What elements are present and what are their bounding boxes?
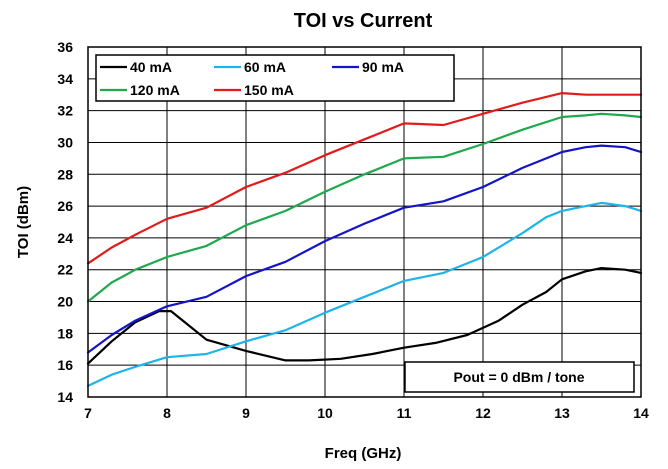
series-line-60-ma xyxy=(86,201,643,387)
legend-label-150-ma: 150 mA xyxy=(244,82,294,98)
legend: 40 mA 60 mA 90 mA 120 mA 150 mA xyxy=(95,54,455,102)
legend-label-120-ma: 120 mA xyxy=(130,82,180,98)
series-lines xyxy=(86,91,643,387)
tick-labels: 7 8 9 10 11 12 13 14 14 16 18 20 22 24 26 28 30 32 34 36 xyxy=(57,39,649,421)
x-tick-label: 10 xyxy=(317,405,333,421)
plot-area-frame xyxy=(87,46,642,398)
series-line-150-ma xyxy=(86,91,643,265)
x-tick-label: 14 xyxy=(633,405,649,421)
y-tick-label: 22 xyxy=(57,262,73,278)
legend-label-40-ma: 40 mA xyxy=(130,59,172,75)
y-axis-label: TOI (dBm) xyxy=(15,186,32,258)
y-tick-label: 16 xyxy=(57,357,73,373)
x-tick-label: 13 xyxy=(554,405,570,421)
y-tick-label: 30 xyxy=(57,134,73,150)
series-line-90-ma xyxy=(86,144,643,354)
y-tick-label: 36 xyxy=(57,39,73,55)
grid xyxy=(87,46,642,398)
annotation-text: Pout = 0 dBm / tone xyxy=(453,369,584,385)
legend-frame xyxy=(95,54,455,102)
x-tick-label: 11 xyxy=(397,405,412,421)
y-tick-label: 20 xyxy=(57,294,73,310)
legend-label-90-ma: 90 mA xyxy=(362,59,404,75)
annotation-box: Pout = 0 dBm / tone xyxy=(404,361,635,393)
x-tick-label: 9 xyxy=(242,405,250,421)
y-tick-label: 18 xyxy=(57,325,73,341)
y-tick-label: 28 xyxy=(57,166,73,182)
y-tick-label: 14 xyxy=(57,389,73,405)
y-tick-label: 24 xyxy=(57,230,73,246)
chart-title: TOI vs Current xyxy=(294,10,433,32)
x-axis-label: Freq (GHz) xyxy=(325,445,402,462)
series-line-40-ma xyxy=(86,267,643,365)
y-tick-label: 32 xyxy=(57,103,73,119)
y-tick-label: 26 xyxy=(57,198,73,214)
y-tick-label: 34 xyxy=(57,71,73,87)
x-tick-label: 7 xyxy=(84,405,92,421)
series-line-120-ma xyxy=(86,112,643,303)
x-tick-label: 8 xyxy=(163,405,171,421)
x-tick-label: 12 xyxy=(475,405,491,421)
annotation-frame xyxy=(404,361,635,393)
legend-label-60-ma: 60 mA xyxy=(244,59,286,75)
